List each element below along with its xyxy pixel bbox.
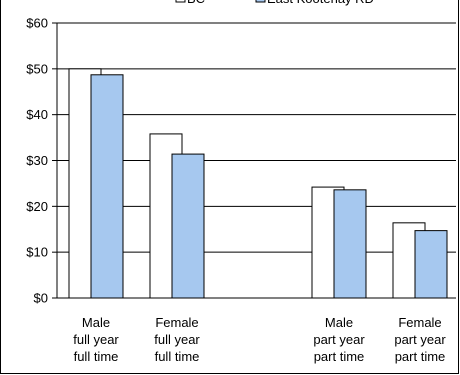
category-label: full time [155,349,200,364]
y-tick-label: $40 [26,107,48,122]
legend-swatch [175,0,186,3]
legend-label: BC [187,0,205,6]
axes [56,23,456,299]
category-label: part year [394,332,446,347]
bar-east-kootenay [333,189,367,299]
category-label: part time [395,349,446,364]
y-tick-label: $60 [26,16,48,31]
y-tick-label: $0 [34,291,48,306]
category-label: full year [154,332,200,347]
legend-label: East Kootenay RD [267,0,374,6]
category-label: full year [73,332,119,347]
bar-east-kootenay [414,230,448,299]
category-label: full time [74,349,119,364]
category-label: Female [155,315,198,330]
legend: BC East Kootenay RD [175,0,374,6]
category-label: part time [314,349,365,364]
y-axis-ticks: $0 $10 $20 $30 $40 $50 $60 [26,16,57,306]
category-label: part year [313,332,365,347]
y-tick-label: $30 [26,153,48,168]
bar-east-kootenay [90,74,124,299]
category-label: Male [325,315,353,330]
bars [68,68,448,299]
y-tick-label: $10 [26,245,48,260]
category-label: Male [82,315,110,330]
category-label: Female [398,315,441,330]
legend-swatch [255,0,266,3]
y-tick-label: $20 [26,199,48,214]
y-tick-label: $50 [26,61,48,76]
bar-east-kootenay [171,153,205,299]
category-labels: Male full year full time Female full year ful… [73,315,446,364]
